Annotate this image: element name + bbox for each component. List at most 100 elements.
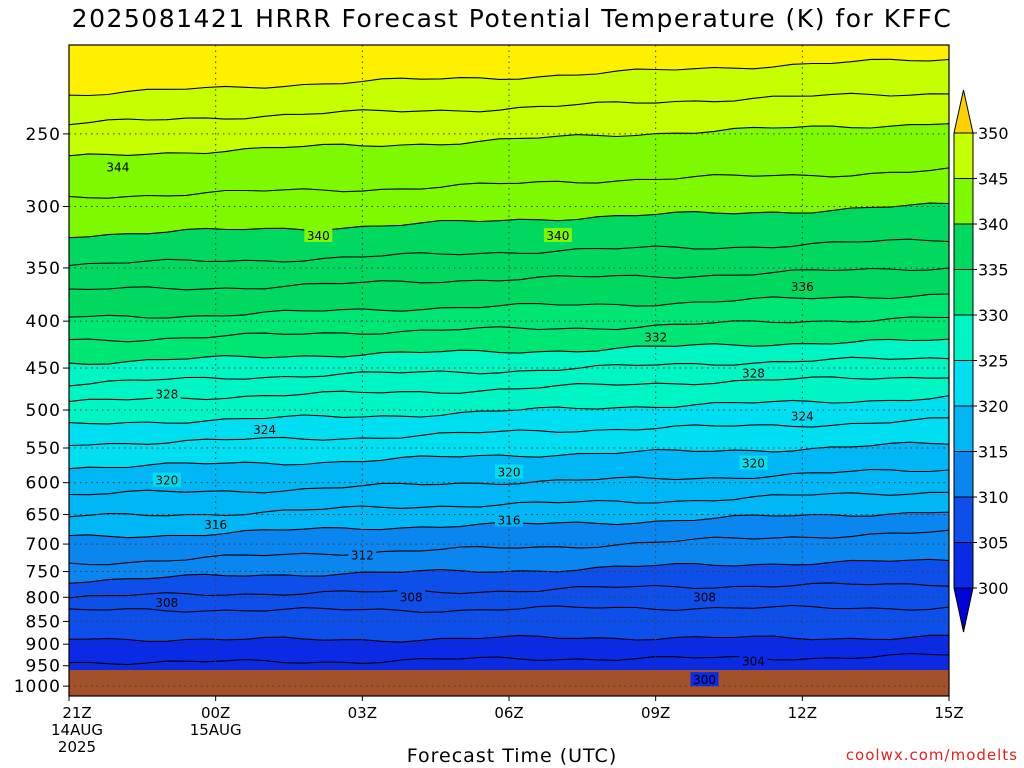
terrain-fill: [69, 670, 949, 696]
contour-label-text: 304: [742, 655, 765, 669]
contour-label-bg: [152, 386, 181, 401]
contour-label-312: 312: [348, 547, 377, 562]
isentrope-338: [68, 238, 950, 267]
contour-label-bg: [788, 408, 817, 423]
contour-label-bg: [739, 365, 768, 380]
x-tick-label: 2025: [58, 738, 96, 756]
colorbar-label: 335: [978, 261, 1009, 280]
colorbar-seg-300: [953, 542, 974, 589]
contour-label-text: 344: [106, 160, 129, 174]
contour-labels: 344 340 340 336 332 328 328 324 324 320 320 320 316 3…: [103, 159, 817, 687]
contour-label-316: 316: [495, 512, 523, 528]
contour-label-bg: [495, 512, 523, 527]
colorbar-label: 320: [978, 397, 1009, 416]
x-tick-label: 15Z: [934, 704, 963, 722]
y-tick-label: 500: [26, 401, 61, 421]
colorbar-label: 305: [978, 534, 1009, 553]
contour-label-bg: [152, 472, 181, 487]
colorbar-seg-305: [953, 496, 974, 543]
chart-title: 2025081421 HRRR Forecast Potential Tempe…: [71, 4, 953, 33]
y-tick-label: 1000: [14, 677, 61, 697]
contour-label-308: 308: [397, 589, 426, 604]
y-tick-label: 950: [26, 657, 61, 677]
contour-label-text: 328: [155, 388, 178, 402]
isentrope-312: [68, 529, 950, 566]
contour-label-328: 328: [739, 365, 768, 380]
colorbar-seg-320: [953, 360, 974, 407]
contour-label-text: 324: [253, 423, 276, 437]
contour-label-340: 340: [543, 227, 572, 243]
y-tick-label: 550: [26, 439, 61, 459]
x-tick-label: 00Z: [201, 704, 230, 722]
colorbar-seg-335: [953, 223, 974, 270]
colorbar-seg-315: [953, 405, 974, 452]
contour-label-text: 316: [204, 518, 227, 532]
contour-label-bg: [103, 159, 132, 174]
colorbar-label: 300: [978, 579, 1009, 598]
colorbar-label: 310: [978, 488, 1009, 507]
contour-label-bg: [495, 464, 523, 479]
contour-label-text: 308: [693, 590, 716, 604]
y-tick-label: 350: [26, 259, 61, 279]
y-tick-label: 850: [26, 612, 61, 632]
isentrope-326: [68, 376, 950, 403]
colorbar-top-arrow: [953, 89, 974, 134]
contour-label-300: 300: [690, 672, 719, 687]
contour-label-bg: [201, 516, 230, 531]
y-tick-label: 700: [26, 535, 61, 555]
contour-label-text: 320: [498, 466, 521, 480]
contour-label-344: 344: [103, 159, 132, 174]
contour-label-text: 320: [742, 457, 765, 471]
contour-label-text: 308: [400, 590, 423, 604]
contour-label-text: 300: [693, 673, 716, 687]
colorbar-label: 340: [978, 215, 1009, 234]
contour-label-bg: [250, 422, 279, 437]
contour-label-304: 304: [739, 653, 768, 669]
colorbar-seg-345: [953, 132, 974, 179]
contour-label-bg: [348, 547, 377, 562]
x-tick-label: 12Z: [788, 704, 817, 722]
isentrope-346: [68, 92, 950, 126]
contour-label-text: 312: [351, 548, 374, 562]
contour-label-bg: [690, 589, 719, 604]
contour-label-text: 340: [546, 229, 569, 243]
colorbar-seg-340: [953, 178, 974, 225]
colorbar-label: 330: [978, 306, 1009, 325]
contour-label-bg: [690, 672, 719, 687]
credit-link[interactable]: coolwx.com/modelts: [845, 746, 1018, 764]
x-tick-label: 06Z: [494, 704, 523, 722]
y-tick-label: 450: [26, 359, 61, 379]
contour-label-324: 324: [250, 422, 279, 437]
contour-label-bg: [641, 329, 670, 344]
colorbar: 300 305 310 315 320 325 330 335 340 345 350: [953, 89, 1009, 633]
y-tick-label: 250: [26, 125, 61, 145]
contour-label-text: 316: [498, 514, 521, 528]
x-axis-label: Forecast Time (UTC): [406, 745, 618, 767]
contour-label-text: 332: [644, 331, 667, 345]
isentrope-330: [68, 338, 950, 365]
contour-label-text: 336: [791, 280, 814, 294]
y-tick-label: 300: [26, 198, 61, 218]
colorbar-label: 325: [978, 352, 1009, 371]
x-tick-label: 09Z: [641, 704, 670, 722]
isentrope-328: [68, 356, 950, 387]
terrain: [69, 670, 949, 696]
contour-label-bg: [152, 595, 181, 610]
x-tick-label: 03Z: [348, 704, 377, 722]
colorbar-seg-330: [953, 269, 974, 316]
contour-label-text: 324: [791, 409, 814, 423]
colorbar-seg-310: [953, 451, 974, 498]
contour-label-text: 308: [155, 596, 178, 610]
contour-label-bg: [788, 278, 817, 293]
y-tick-label: 800: [26, 588, 61, 608]
contour-label-328: 328: [152, 386, 181, 402]
contour-label-324: 324: [788, 408, 817, 423]
isentrope-340: [68, 202, 950, 239]
x-tick-label: 15AUG: [190, 721, 242, 739]
contour-label-text: 320: [155, 474, 178, 488]
colorbar-seg-325: [953, 314, 974, 361]
isentrope-lines: [68, 58, 950, 666]
contour-label-308: 308: [152, 595, 181, 610]
